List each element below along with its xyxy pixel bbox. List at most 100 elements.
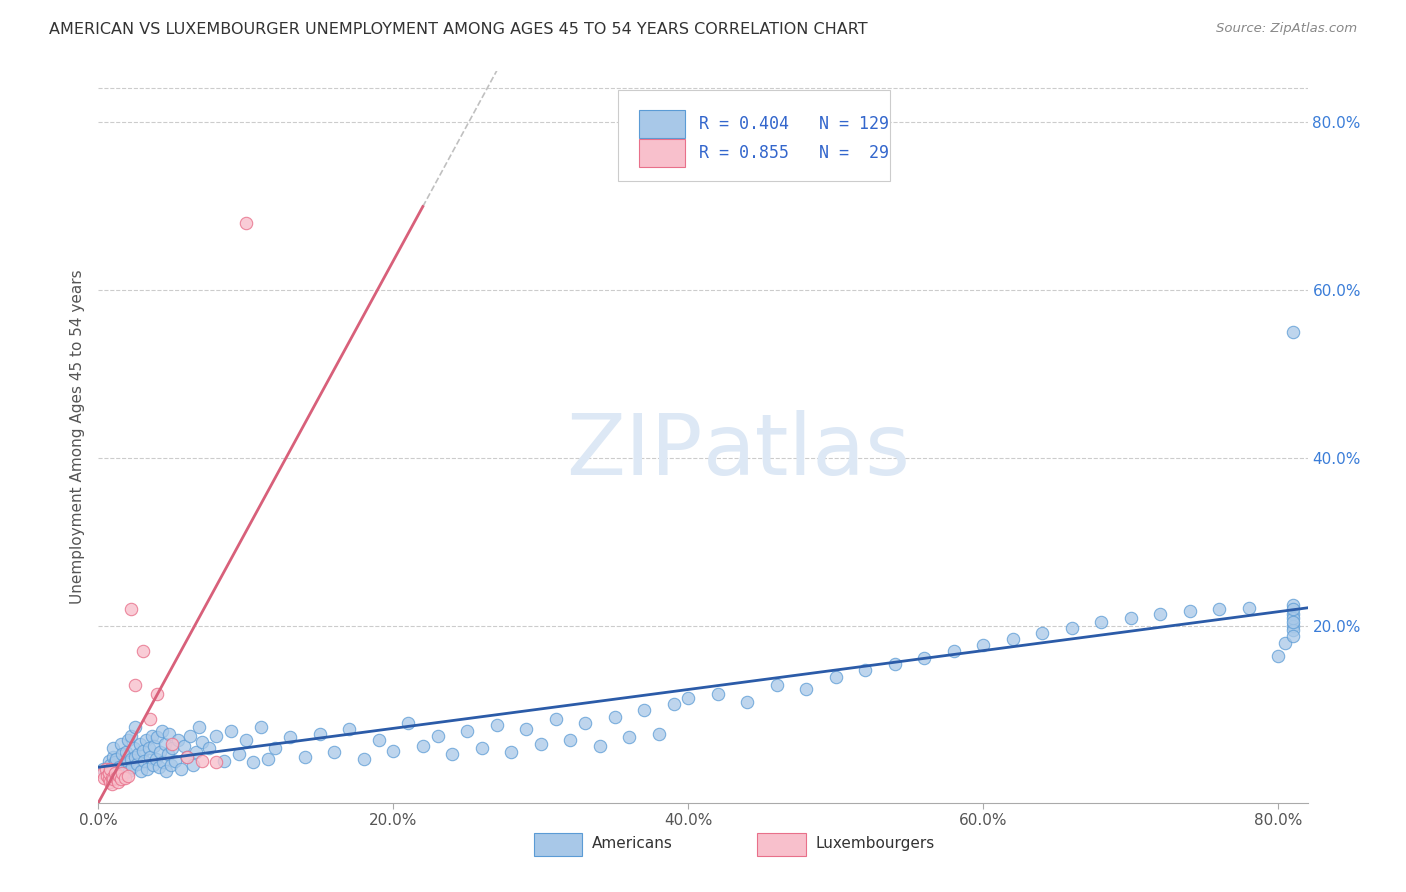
- Point: [942, 644, 965, 658]
- Point: [142, 758, 165, 772]
- Text: R = 0.404   N = 129: R = 0.404 N = 129: [699, 115, 890, 133]
- Point: [135, 732, 157, 747]
- Point: [91, 766, 114, 780]
- FancyBboxPatch shape: [638, 139, 685, 167]
- Point: [100, 771, 122, 785]
- Point: [107, 774, 129, 789]
- Point: [143, 739, 166, 753]
- Point: [249, 720, 271, 734]
- Point: [100, 771, 122, 785]
- Point: [678, 690, 700, 705]
- Point: [794, 682, 817, 697]
- Point: [97, 754, 120, 768]
- Point: [111, 766, 134, 780]
- Point: [145, 752, 167, 766]
- Point: [648, 727, 671, 741]
- Point: [117, 732, 139, 747]
- Point: [179, 729, 201, 743]
- Point: [124, 750, 146, 764]
- Point: [1178, 604, 1201, 618]
- Point: [167, 732, 190, 747]
- Point: [264, 741, 287, 756]
- Point: [912, 651, 935, 665]
- Point: [501, 745, 523, 759]
- FancyBboxPatch shape: [619, 90, 890, 181]
- Text: R = 0.855   N =  29: R = 0.855 N = 29: [699, 145, 890, 162]
- Point: [1267, 648, 1289, 663]
- Point: [323, 745, 346, 759]
- Point: [148, 760, 170, 774]
- Point: [1237, 600, 1260, 615]
- Point: [100, 777, 122, 791]
- Point: [176, 749, 198, 764]
- Text: Americans: Americans: [592, 837, 672, 851]
- Point: [765, 678, 787, 692]
- Point: [131, 744, 153, 758]
- Point: [242, 756, 264, 770]
- Point: [91, 762, 114, 776]
- Point: [219, 724, 242, 739]
- Point: [153, 737, 176, 751]
- Point: [1282, 629, 1305, 643]
- Point: [190, 735, 212, 749]
- Point: [97, 766, 120, 780]
- Point: [441, 747, 464, 761]
- Point: [412, 739, 434, 753]
- Point: [706, 686, 728, 700]
- Point: [662, 697, 685, 711]
- Point: [633, 703, 655, 717]
- Point: [735, 695, 758, 709]
- Point: [96, 769, 118, 783]
- Point: [117, 769, 139, 783]
- Point: [129, 764, 152, 778]
- Point: [184, 745, 207, 759]
- Point: [111, 747, 134, 761]
- Point: [120, 602, 142, 616]
- Point: [308, 727, 330, 741]
- Point: [105, 771, 128, 785]
- Point: [93, 771, 115, 785]
- Point: [228, 747, 250, 761]
- FancyBboxPatch shape: [758, 833, 806, 856]
- Point: [159, 758, 181, 772]
- Point: [98, 762, 121, 776]
- Point: [560, 732, 582, 747]
- Point: [101, 749, 124, 764]
- Point: [1282, 325, 1305, 339]
- Point: [396, 715, 419, 730]
- Point: [1282, 624, 1305, 638]
- Text: ZIP: ZIP: [567, 410, 703, 493]
- Point: [1149, 607, 1171, 621]
- Point: [426, 729, 449, 743]
- Point: [574, 715, 596, 730]
- Y-axis label: Unemployment Among Ages 45 to 54 years: Unemployment Among Ages 45 to 54 years: [69, 269, 84, 605]
- Point: [181, 758, 204, 772]
- Point: [128, 737, 150, 751]
- Point: [1119, 611, 1142, 625]
- Point: [1031, 626, 1053, 640]
- Point: [485, 718, 508, 732]
- Point: [337, 722, 360, 736]
- Point: [530, 737, 553, 751]
- Point: [117, 756, 139, 770]
- Point: [824, 670, 846, 684]
- Point: [97, 772, 120, 787]
- Point: [278, 730, 301, 744]
- Point: [165, 754, 187, 768]
- Point: [104, 766, 127, 780]
- Point: [353, 752, 375, 766]
- Point: [187, 720, 209, 734]
- Point: [124, 678, 146, 692]
- Point: [883, 657, 905, 671]
- Point: [235, 732, 257, 747]
- Point: [124, 720, 146, 734]
- Point: [176, 749, 198, 764]
- Point: [121, 760, 143, 774]
- Point: [1282, 599, 1305, 613]
- Point: [157, 727, 180, 741]
- Point: [173, 739, 195, 753]
- Point: [139, 749, 162, 764]
- Point: [107, 764, 129, 778]
- Point: [127, 747, 149, 761]
- Point: [98, 774, 121, 789]
